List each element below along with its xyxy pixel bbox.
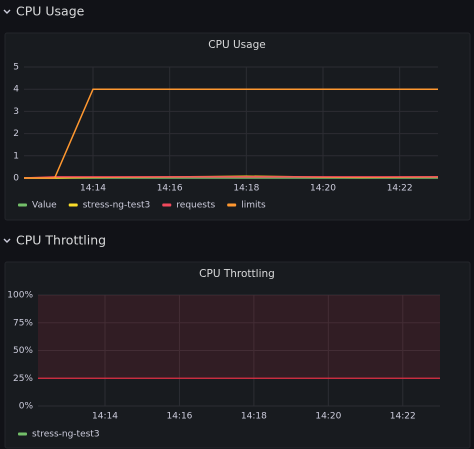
series-line: [23, 176, 438, 179]
y-tick-label: 0: [13, 174, 19, 184]
legend-label[interactable]: Value: [32, 201, 57, 211]
x-tick-label: 14:16: [166, 412, 192, 422]
x-tick-label: 14:14: [80, 184, 106, 194]
x-tick-label: 14:22: [387, 184, 413, 194]
legend-swatch: [18, 203, 27, 207]
x-tick-label: 14:18: [241, 412, 267, 422]
legend-swatch: [227, 203, 237, 207]
y-tick-label: 75%: [13, 318, 33, 328]
legend-label[interactable]: stress-ng-test3: [83, 201, 151, 211]
y-tick-label: 100%: [7, 291, 33, 301]
x-tick-label: 14:22: [390, 412, 416, 422]
series-line: [24, 88, 438, 179]
y-tick-label: 0%: [19, 402, 34, 412]
row-chevron[interactable]: [3, 238, 11, 243]
y-tick-label: 2: [13, 129, 19, 139]
y-tick-label: 3: [13, 107, 19, 117]
x-tick-label: 14:14: [92, 412, 118, 422]
y-tick-label: 5: [13, 63, 19, 73]
panel-title: CPU Throttling: [199, 268, 275, 280]
panel: [4, 32, 471, 221]
row-title[interactable]: CPU Usage: [16, 4, 85, 19]
legend-label[interactable]: stress-ng-test3: [32, 430, 100, 440]
x-tick-label: 14:20: [310, 184, 336, 194]
legend-swatch: [68, 203, 78, 207]
panel-title: CPU Usage: [208, 39, 265, 51]
row-title[interactable]: CPU Throttling: [16, 233, 106, 248]
panel: [4, 261, 471, 449]
legend-swatch: [162, 203, 172, 207]
y-tick-label: 25%: [13, 374, 33, 384]
legend-swatch: [18, 432, 27, 436]
y-tick-label: 4: [13, 85, 19, 95]
x-tick-label: 14:20: [315, 412, 341, 422]
threshold-region: [38, 295, 440, 379]
legend-label[interactable]: limits: [241, 201, 266, 211]
row-chevron[interactable]: [3, 9, 11, 14]
x-tick-label: 14:16: [157, 184, 183, 194]
y-tick-label: 50%: [13, 346, 33, 356]
legend-label[interactable]: requests: [176, 201, 215, 211]
x-tick-label: 14:18: [233, 184, 259, 194]
y-tick-label: 1: [13, 151, 19, 161]
